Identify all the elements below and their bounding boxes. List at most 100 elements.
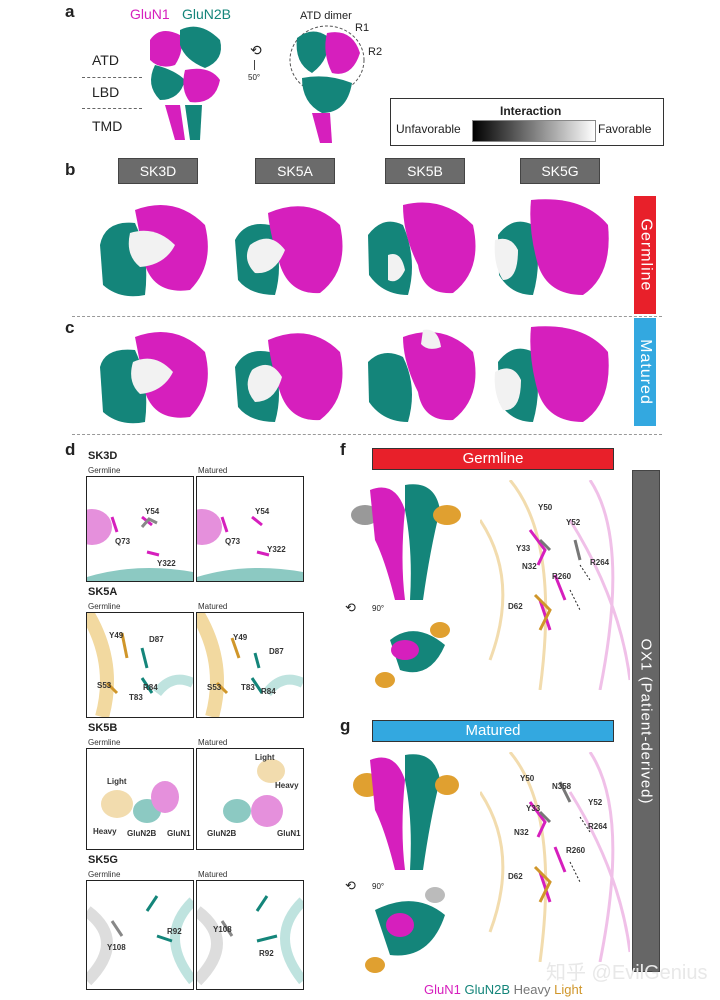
- sk5a-g-d87: D87: [149, 635, 164, 644]
- panel-label-d: d: [65, 440, 76, 459]
- germline-side-band: Germline: [634, 196, 656, 314]
- receptor-surface-side: [289, 25, 365, 143]
- sk5g-m-y108: Y108: [213, 925, 232, 934]
- section-divider: [72, 434, 662, 435]
- sk5a-m-r84: R84: [261, 687, 276, 696]
- matured-side-band: Matured: [634, 318, 656, 426]
- sk3d-m-q73: Q73: [225, 537, 241, 546]
- f-y33: Y33: [516, 544, 531, 553]
- sk5g-title: SK5G: [88, 854, 118, 866]
- germline-surfaces: [100, 199, 609, 297]
- g-y50: Y50: [520, 774, 535, 783]
- sk3d-title: SK3D: [88, 450, 118, 462]
- ox1-matured-structure: [353, 754, 459, 973]
- sk5b-m-glun2b: GluN2B: [207, 829, 237, 838]
- g-y52: Y52: [588, 798, 603, 807]
- legend-glun1: GluN1: [130, 6, 170, 22]
- panel-label-c: c: [65, 318, 75, 337]
- sk5a-g-y49: Y49: [109, 631, 124, 640]
- sk5a-matured-box: Y49 D87 S53 R84 T83: [196, 612, 304, 718]
- antibody-tab-sk5b: SK5B: [385, 158, 465, 184]
- sk5a-m-d87: D87: [269, 647, 284, 656]
- rotate-icon: ⟲: [250, 42, 262, 58]
- germline-side-label: Germline: [637, 218, 654, 292]
- domain-atd: ATD: [92, 52, 119, 68]
- sk5g-matured-box: Y108 R92: [196, 880, 304, 990]
- divider-atd-lbd: [82, 77, 142, 78]
- legend-glun2b: GluN2B: [182, 6, 232, 22]
- bottom-legend-light: Light: [554, 982, 583, 997]
- ox1-germline-structure: [351, 484, 461, 688]
- atd-dimer-label: ATD dimer: [300, 10, 352, 22]
- panel-label-b: b: [65, 160, 76, 179]
- interaction-title: Interaction: [500, 104, 562, 118]
- r1-label: R1: [355, 22, 370, 34]
- f-n32: N32: [522, 562, 537, 571]
- matured-header-bar: Matured: [372, 720, 614, 742]
- interaction-gradient: [472, 120, 596, 142]
- sk5a-m-y49: Y49: [233, 633, 248, 642]
- watermark: 知乎 @EvilGenius: [546, 962, 708, 984]
- panel-label-a: a: [65, 2, 75, 21]
- sk3d-germline-label: Germline: [88, 466, 121, 475]
- surface-sk5b-germline: [368, 202, 476, 295]
- surface-sk5g-germline: [494, 199, 609, 295]
- f-y52: Y52: [566, 518, 581, 527]
- bottom-legend-heavy: Heavy: [513, 982, 551, 997]
- matured-surfaces: [100, 326, 609, 424]
- interaction-scale-box: [390, 98, 664, 146]
- bottom-legend-glun1: GluN1: [424, 982, 461, 997]
- germline-matured-divider: [72, 316, 662, 317]
- receptor-surface-front: [150, 26, 221, 140]
- sk5b-g-glun2b: GluN2B: [127, 829, 157, 838]
- domain-lbd: LBD: [92, 84, 120, 100]
- sk5g-g-y108: Y108: [107, 943, 126, 952]
- f-y50: Y50: [538, 503, 553, 512]
- f-d62: D62: [508, 602, 523, 611]
- sk5g-m-r92: R92: [259, 949, 274, 958]
- sk5g-g-r92: R92: [167, 927, 182, 936]
- sk5b-m-light: Light: [255, 753, 275, 762]
- g-r264: R264: [588, 822, 608, 831]
- sk5b-germline-box: Light Heavy GluN2B GluN1: [86, 748, 194, 850]
- g-y33: Y33: [526, 804, 541, 813]
- sk5b-g-heavy: Heavy: [93, 827, 117, 836]
- f-r264: R264: [590, 558, 610, 567]
- antibody-tab-sk5g: SK5G: [520, 158, 600, 184]
- sk5b-m-glun1: GluN1: [277, 829, 301, 838]
- domain-tmd: TMD: [92, 118, 123, 134]
- sk3d-g-y54: Y54: [145, 507, 160, 516]
- rotate-90-icon-f: ⟲: [345, 600, 356, 615]
- sk3d-g-q73: Q73: [115, 537, 131, 546]
- f-r260: R260: [552, 572, 572, 581]
- rotate-90-icon-g: ⟲: [345, 878, 356, 893]
- r2-label: R2: [368, 46, 383, 58]
- g-r260: R260: [566, 846, 586, 855]
- germline-header-bar: Germline: [372, 448, 614, 470]
- unfavorable-label: Unfavorable: [396, 122, 461, 136]
- surface-sk5a-germline: [235, 206, 343, 295]
- sk3d-matured-label: Matured: [198, 466, 228, 475]
- ox1-matured-detail: [480, 752, 630, 962]
- surface-sk3d-germline: [100, 205, 208, 297]
- sk5a-title: SK5A: [88, 586, 118, 598]
- sk5g-matured-label: Matured: [198, 870, 228, 879]
- sk5a-germline-label: Germline: [88, 602, 121, 611]
- rotation-axis: [254, 60, 255, 70]
- panel-label-f: f: [340, 440, 346, 459]
- sk5a-germline-box: Y49 D87 S53 R84 T83: [86, 612, 194, 718]
- ox1-side-band: OX1 (Patient-derived): [632, 470, 660, 972]
- matured-side-label: Matured: [637, 339, 655, 405]
- surface-sk5a-matured: [235, 333, 343, 422]
- panel-label-g: g: [340, 716, 351, 735]
- sk3d-matured-box: Y54 Q73 Y322: [196, 476, 304, 582]
- sk5b-matured-label: Matured: [198, 738, 228, 747]
- sk5b-matured-box: Light Heavy GluN2B GluN1: [196, 748, 304, 850]
- bottom-legend: GluN1 GluN2B Heavy Light: [424, 982, 582, 997]
- sk3d-m-y54: Y54: [255, 507, 270, 516]
- surface-sk5b-matured: [368, 329, 476, 422]
- rotation-90-f: 90°: [372, 604, 385, 613]
- ox1-germline-detail: [480, 480, 630, 690]
- sk5b-m-heavy: Heavy: [275, 781, 299, 790]
- sk5b-g-light: Light: [107, 777, 127, 786]
